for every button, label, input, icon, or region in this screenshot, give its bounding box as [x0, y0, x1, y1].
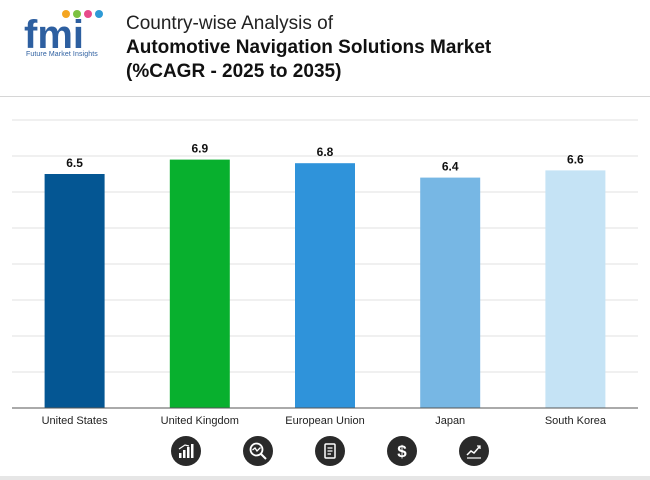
category-label: South Korea	[545, 415, 607, 427]
footer-icons: $	[0, 436, 650, 470]
value-label: 6.5	[66, 156, 83, 170]
bottom-divider	[0, 476, 650, 480]
bar-south-korea	[545, 170, 606, 408]
title-line-1: Country-wise Analysis of	[126, 13, 333, 34]
value-labels: 6.5 6.9 6.8 6.4 6.6	[66, 142, 584, 174]
bar-chart: 6.5 6.9 6.8 6.4 6.6 United States United King…	[12, 119, 638, 427]
bar-european-union	[295, 163, 355, 408]
dollar-icon: $	[387, 436, 417, 466]
title-line-2: Automotive Navigation Solutions Market	[126, 37, 492, 58]
value-label: 6.4	[442, 160, 459, 174]
header: fmi Future Market Insights Country-wise …	[0, 0, 650, 96]
magnifier-trend-icon	[243, 436, 273, 466]
line-chart-icon	[459, 436, 489, 466]
document-icon	[315, 436, 345, 466]
bar-japan	[420, 177, 481, 408]
category-label: Japan	[435, 415, 465, 427]
bar-united-kingdom	[169, 159, 230, 408]
logo-text: fmi	[24, 13, 84, 57]
value-label: 6.9	[191, 142, 208, 156]
fmi-logo: fmi	[24, 10, 103, 57]
chart-title: Country-wise Analysis of Automotive Navi…	[126, 12, 491, 84]
bars	[44, 159, 606, 408]
svg-text:$: $	[397, 442, 407, 460]
category-label: United States	[42, 415, 109, 427]
category-labels: United States United Kingdom European Unio…	[42, 415, 607, 427]
value-label: 6.8	[317, 145, 334, 159]
header-divider	[0, 96, 650, 97]
bar-chart-icon	[171, 436, 201, 466]
bar-united-states	[44, 174, 105, 408]
title-line-3: (%CAGR - 2025 to 2035)	[126, 61, 342, 82]
category-label: European Union	[285, 415, 365, 427]
category-label: United Kingdom	[161, 415, 239, 427]
value-label: 6.6	[567, 152, 584, 166]
logo-tagline: Future Market Insights	[26, 51, 98, 58]
